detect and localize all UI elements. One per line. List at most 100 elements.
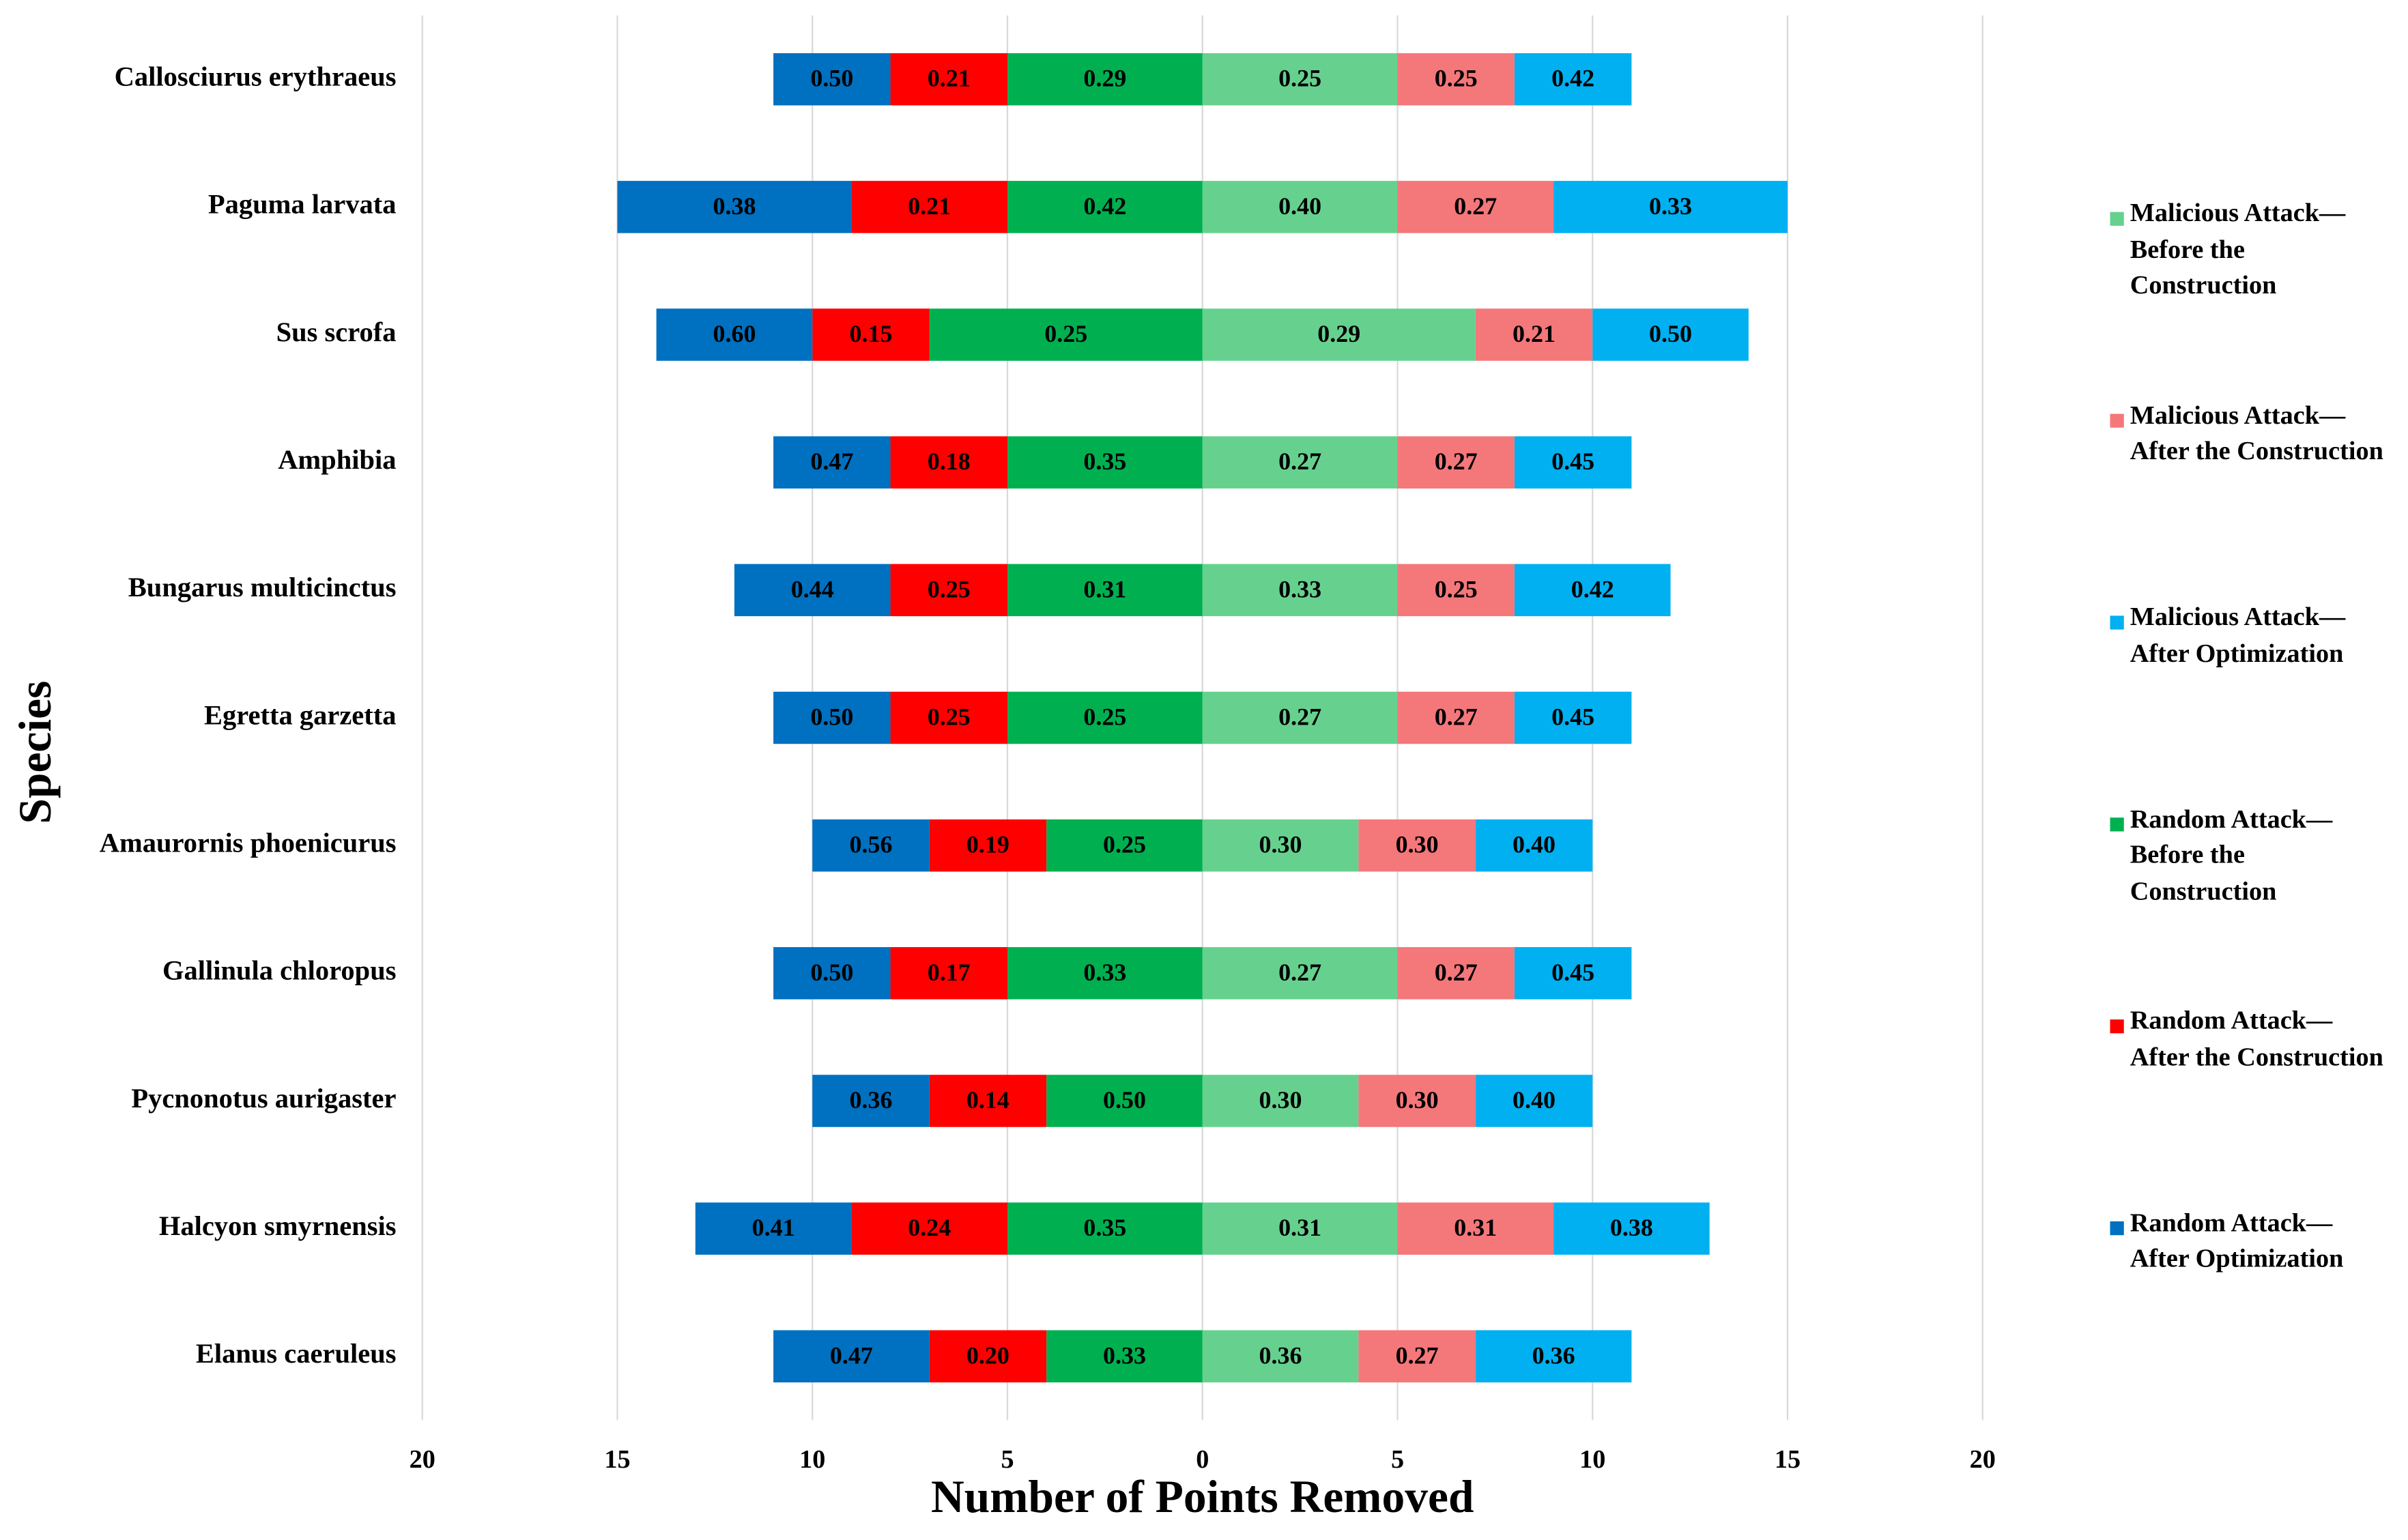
bar-label: 0.17 xyxy=(928,959,971,986)
bar-segment xyxy=(1202,691,1398,744)
legend-entry: Malicious Attack—After the Construction xyxy=(2130,400,2383,465)
bar-label: 0.50 xyxy=(810,703,853,731)
bar-label: 0.25 xyxy=(1435,575,1478,602)
bar-segment xyxy=(1553,181,1788,233)
bar-label: 0.21 xyxy=(928,65,971,92)
x-tick-label: 5 xyxy=(1391,1445,1404,1474)
bar-label: 0.35 xyxy=(1083,448,1126,475)
bar-segment xyxy=(812,308,930,361)
bar-segment xyxy=(773,947,891,1000)
bar-label: 0.50 xyxy=(1649,320,1692,347)
bar-segment xyxy=(1358,819,1476,872)
bar-segment xyxy=(812,819,930,872)
bar-segment xyxy=(1592,308,1749,361)
bar-segment xyxy=(773,436,891,489)
bar-label: 0.27 xyxy=(1435,703,1478,731)
bar-segment xyxy=(617,181,852,233)
legend-label: Malicious Attack—After the Construction xyxy=(2130,400,2383,465)
bar-segment xyxy=(1514,691,1632,744)
bar-segment xyxy=(1007,1202,1203,1255)
bar-label: 0.25 xyxy=(928,575,971,602)
bar-label: 0.42 xyxy=(1083,192,1126,220)
x-tick-label: 15 xyxy=(604,1445,630,1474)
bar-segment xyxy=(1202,53,1398,106)
bar-segment xyxy=(1202,308,1476,361)
bar-label: 0.33 xyxy=(1083,959,1126,986)
bar-segment xyxy=(1202,181,1398,233)
bar-segment xyxy=(1397,1202,1554,1255)
y-tick-label: Amphibia xyxy=(278,444,396,475)
bar-segment xyxy=(1475,1075,1593,1127)
bar-segment xyxy=(1397,53,1515,106)
y-tick-label: Sus scrofa xyxy=(276,317,397,347)
bar-label: 0.42 xyxy=(1551,65,1594,92)
bar-segment xyxy=(890,691,1007,744)
legend-label: Random Attack—Before the Construction xyxy=(2130,804,2333,905)
bar-segment xyxy=(656,308,813,361)
bar-label: 0.31 xyxy=(1278,1214,1321,1241)
bar-label: 0.27 xyxy=(1454,192,1497,220)
bar-label: 0.25 xyxy=(1103,831,1146,858)
legend-label: Random Attack—After the Construction xyxy=(2130,1005,2383,1071)
bar-label: 0.30 xyxy=(1396,1086,1439,1114)
bar-segment xyxy=(1007,181,1203,233)
y-tick-label: Halcyon smyrnensis xyxy=(159,1210,397,1241)
legend-swatch xyxy=(2110,1221,2124,1236)
bar-segment xyxy=(1514,947,1632,1000)
bar-segment xyxy=(773,691,891,744)
bar-label: 0.36 xyxy=(1259,1341,1302,1369)
bar-label: 0.30 xyxy=(1259,1086,1302,1114)
bar-segment xyxy=(1202,947,1398,1000)
legend-label: Random Attack—After Optimization xyxy=(2130,1207,2344,1273)
bar-label: 0.25 xyxy=(1044,320,1087,347)
bar-label: 0.25 xyxy=(1083,703,1126,731)
bar-segment xyxy=(1397,181,1554,233)
bar-label: 0.40 xyxy=(1278,192,1321,220)
bar-segment xyxy=(812,1075,930,1127)
x-tick-label: 20 xyxy=(1970,1445,1996,1474)
bar-label: 0.41 xyxy=(752,1214,795,1241)
legend-swatch xyxy=(2110,817,2124,832)
bar-segment xyxy=(1202,1075,1359,1127)
bar-segment xyxy=(1397,947,1515,1000)
y-tick-label: Amaurornis phoenicurus xyxy=(100,827,397,858)
bar-label: 0.15 xyxy=(849,320,892,347)
bar-segment xyxy=(851,181,1007,233)
bar-segment xyxy=(929,1330,1047,1383)
legend-entry: Random Attack—After Optimization xyxy=(2130,1207,2344,1273)
bar-segment xyxy=(851,1202,1007,1255)
bar-label: 0.38 xyxy=(713,192,756,220)
bar-segment xyxy=(1397,564,1515,617)
y-tick-label: Callosciurus erythraeus xyxy=(115,61,397,92)
y-tick-label: Gallinula chloropus xyxy=(162,955,397,986)
bar-label: 0.31 xyxy=(1454,1214,1497,1241)
legend-label: Malicious Attack—After Optimization xyxy=(2130,602,2346,667)
legend-entry: Malicious Attack—Before the Construction xyxy=(2130,198,2346,300)
bar-label: 0.27 xyxy=(1435,448,1478,475)
bar-label: 0.27 xyxy=(1278,448,1321,475)
bar-segment xyxy=(890,947,1007,1000)
bar-segment xyxy=(890,564,1007,617)
x-tick-label: 10 xyxy=(799,1445,825,1474)
bar-label: 0.36 xyxy=(1532,1341,1575,1369)
bar-label: 0.31 xyxy=(1083,575,1126,602)
bar-segment xyxy=(1358,1075,1476,1127)
y-tick-label: Bungarus multicinctus xyxy=(128,572,397,602)
bar-segment xyxy=(929,308,1203,361)
bar-segment xyxy=(1007,436,1203,489)
bar-label: 0.25 xyxy=(1278,65,1321,92)
bar-label: 0.35 xyxy=(1083,1214,1126,1241)
bar-segment xyxy=(1007,564,1203,617)
bar-segment xyxy=(773,53,891,106)
bar-segment xyxy=(1007,53,1203,106)
bar-segment xyxy=(1514,564,1671,617)
y-tick-label: Paguma larvata xyxy=(208,189,397,220)
bar-label: 0.47 xyxy=(830,1341,873,1369)
bar-segment xyxy=(1475,819,1593,872)
legend-swatch xyxy=(2110,615,2124,630)
bar-label: 0.45 xyxy=(1551,703,1594,731)
bar-segment xyxy=(1475,1330,1632,1383)
bar-label: 0.25 xyxy=(1435,65,1478,92)
bar-segment xyxy=(1475,308,1593,361)
